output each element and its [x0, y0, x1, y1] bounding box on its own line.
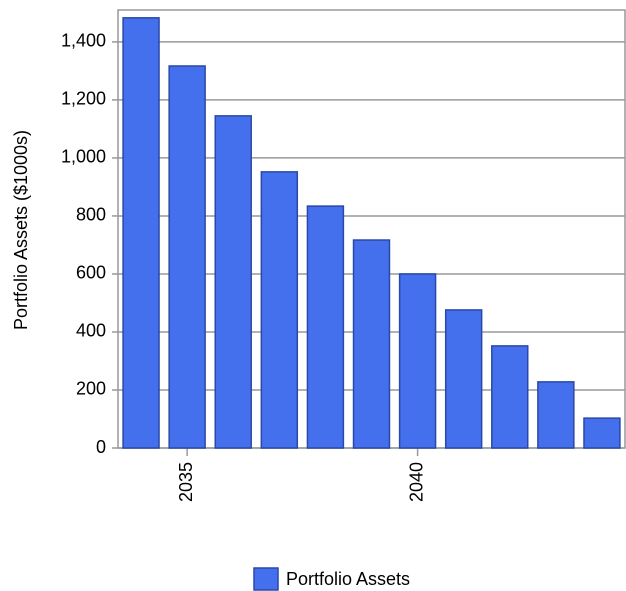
bar	[583, 417, 621, 449]
legend-swatch	[253, 567, 279, 591]
bar	[214, 115, 252, 449]
y-tick-label: 0	[96, 437, 106, 457]
bar	[352, 239, 391, 449]
bar	[306, 205, 345, 449]
x-tick-label: 2035	[176, 462, 196, 502]
bar	[444, 309, 483, 449]
x-tick-label: 2040	[406, 462, 426, 502]
bar	[398, 273, 437, 449]
bar	[168, 65, 206, 449]
bar	[260, 171, 299, 449]
y-tick-label: 1,200	[61, 89, 106, 109]
y-tick-label: 400	[76, 321, 106, 341]
legend-label: Portfolio Assets	[286, 569, 410, 589]
y-tick-label: 600	[76, 263, 106, 283]
bar	[491, 345, 529, 449]
y-tick-label: 200	[76, 379, 106, 399]
bar	[122, 17, 160, 449]
y-tick-label: 1,400	[61, 31, 106, 51]
y-tick-label: 800	[76, 205, 106, 225]
y-tick-label: 1,000	[61, 147, 106, 167]
bar	[537, 381, 575, 449]
y-axis-label: Portfolio Assets ($1000s)	[11, 130, 31, 330]
